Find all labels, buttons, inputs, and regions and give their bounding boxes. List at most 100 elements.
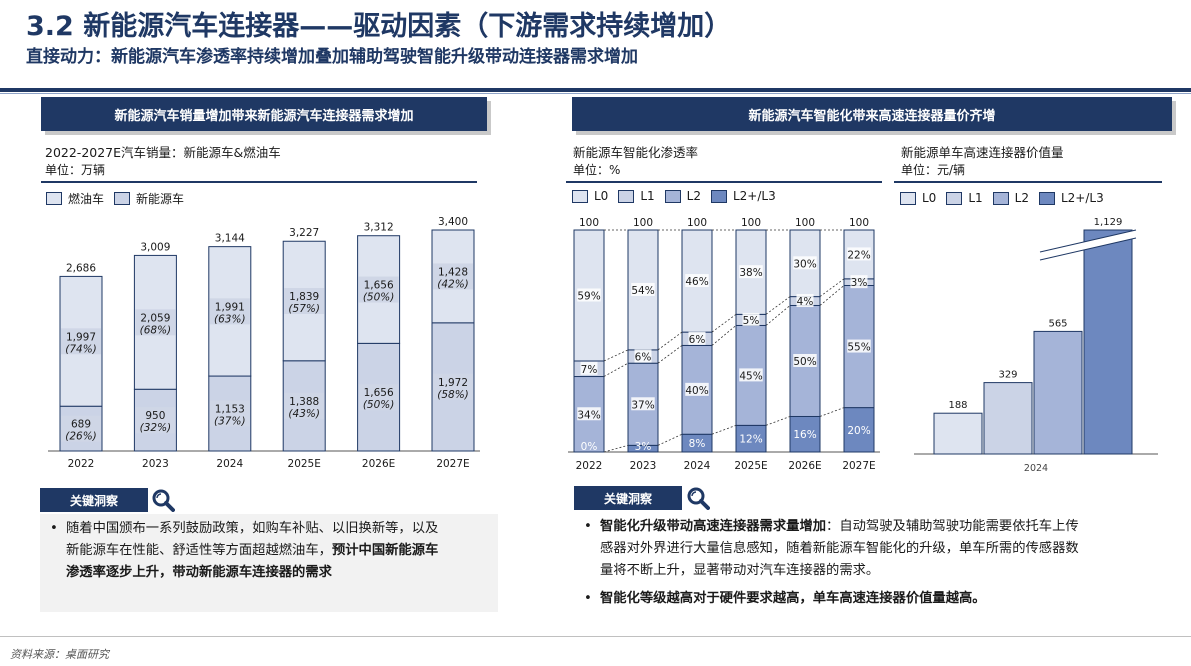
data-label: 1,656 xyxy=(364,280,394,292)
insight-box-right: 智能化升级带动高速连接器需求量增加：自动驾驶及辅助驾驶功能需要依托车上传 感器对… xyxy=(574,512,1174,620)
data-label: 59% xyxy=(577,290,600,302)
value-chart-title: 新能源单车高速连接器价值量 xyxy=(901,145,1064,160)
data-label: 6% xyxy=(635,352,652,364)
label-bg xyxy=(793,353,817,367)
data-label: 6% xyxy=(689,334,706,346)
data-label: 1,656 xyxy=(364,387,394,399)
insight-bullet: 智能化升级带动高速连接器需求量增加：自动驾驶及辅助驾驶功能需要依托车上传 感器对… xyxy=(584,516,1164,582)
magnifier-icon xyxy=(152,489,175,512)
data-label: 3% xyxy=(851,277,868,289)
label-bg xyxy=(61,415,101,442)
pct-label: (43%) xyxy=(288,408,320,420)
connector-line xyxy=(657,331,683,351)
connector-line xyxy=(711,424,737,435)
legend-label: L0 xyxy=(922,191,937,205)
pct-label: (42%) xyxy=(437,278,469,290)
page-title: 3.2 新能源汽车连接器——驱动因素（下游需求持续增加） xyxy=(26,11,732,42)
pct-label: (26%) xyxy=(65,431,97,443)
data-label: 5% xyxy=(743,315,760,327)
insight-emphasis: 智能化等级越高对于硬件要求越高，单车高速连接器价值量越高。 xyxy=(600,591,986,606)
data-label: 54% xyxy=(631,285,654,297)
total-label: 3,144 xyxy=(215,233,245,245)
pct-label: (50%) xyxy=(363,292,395,304)
connector-line xyxy=(657,433,683,446)
title-rule xyxy=(0,88,1191,92)
value-chart-unit: 单位：元/辆 xyxy=(901,163,966,177)
total-label: 100 xyxy=(687,217,707,229)
insight-text: 新能源车在性能、舒适性等方面超越燃油车， xyxy=(66,543,332,558)
label-bg xyxy=(634,349,652,363)
insight-box-left: 随着中国颁布一系列鼓励政策，如购车补贴、以旧换新等，以及 新能源车在性能、舒适性… xyxy=(40,514,498,612)
data-label: 46% xyxy=(685,276,708,288)
left-chart-title: 2022-2027E汽车销量：新能源车&燃油车 xyxy=(45,145,281,160)
value-chart-rule xyxy=(894,181,1162,183)
x-tick-label: 2025E xyxy=(288,458,321,470)
label-bg xyxy=(685,382,709,396)
label-bg xyxy=(284,392,325,419)
total-label: 3,227 xyxy=(289,227,319,239)
connector-line xyxy=(711,314,737,333)
axis-break xyxy=(1040,230,1136,260)
legend-label: L1 xyxy=(640,189,655,203)
legend-item-l1: L1 xyxy=(618,189,655,203)
sales-chart: 2,686 689(26%) 1,997(74%) 2022 3,009 950(32%)… xyxy=(48,216,480,470)
legend-label: L2+/L3 xyxy=(732,189,776,203)
insight-tag-right: 关键洞察 xyxy=(574,486,682,510)
source-note: 资料来源：桌面研究 xyxy=(10,648,109,661)
label-bg xyxy=(358,276,399,303)
x-tick-label: 2027E xyxy=(842,460,875,472)
label-bg xyxy=(796,294,814,308)
data-label: 1,972 xyxy=(438,377,468,389)
total-label: 100 xyxy=(795,217,815,229)
penetration-chart-rule xyxy=(566,181,882,183)
label-bg xyxy=(685,274,709,288)
page-subtitle: 直接动力：新能源汽车渗透率持续增加叠加辅助驾驶智能升级带动连接器需求增加 xyxy=(26,47,638,67)
total-label: 100 xyxy=(633,217,653,229)
label-bg xyxy=(739,265,763,279)
legend-swatch xyxy=(618,189,635,203)
data-label: 1,388 xyxy=(289,396,319,408)
data-label: 40% xyxy=(685,385,708,397)
pct-label: (74%) xyxy=(65,343,97,355)
legend-label: 燃油车 xyxy=(68,192,105,206)
pct-label: (57%) xyxy=(288,303,320,315)
connector-line xyxy=(657,345,683,364)
data-label: 12% xyxy=(739,434,762,446)
title-rule-thin xyxy=(0,93,1191,94)
data-label: 1,153 xyxy=(215,404,245,416)
total-label: 3,400 xyxy=(438,216,468,228)
pct-label: (68%) xyxy=(140,324,172,336)
legend-item-l1: L1 xyxy=(946,191,983,205)
data-label: 1,991 xyxy=(215,301,245,313)
label-bg xyxy=(580,361,598,375)
data-label: 34% xyxy=(577,409,600,421)
legend-swatch xyxy=(900,191,916,205)
left-banner: 新能源汽车销量增加带来新能源汽车连接器需求增加 xyxy=(41,97,487,131)
label-bg xyxy=(847,247,871,261)
data-label: 50% xyxy=(793,356,816,368)
data-label: 0% xyxy=(581,441,598,453)
data-label: 22% xyxy=(847,249,870,261)
legend-label: 新能源车 xyxy=(136,192,185,206)
legend-swatch xyxy=(710,189,727,203)
x-tick-label: 2022 xyxy=(576,460,603,472)
x-tick-label: 2025E xyxy=(734,460,767,472)
insight-text: 感器对外界进行大量信息感知，随着新能源车智能化的升级，单车所需的传感器数 xyxy=(600,541,1079,556)
value-bar xyxy=(983,382,1033,455)
data-label: 45% xyxy=(739,370,762,382)
x-tick-label: 2026E xyxy=(788,460,821,472)
legend-item-l2plus: L2+/L3 xyxy=(710,189,776,203)
left-chart-unit: 单位：万辆 xyxy=(45,163,106,177)
x-tick-label: 2027E xyxy=(436,458,469,470)
x-tick-label: 2023 xyxy=(142,458,169,470)
data-label: 38% xyxy=(739,267,762,279)
insight-tag-left: 关键洞察 xyxy=(40,488,148,512)
data-label: 3% xyxy=(635,441,652,453)
magnifier-icon xyxy=(687,487,710,510)
label-bg xyxy=(631,282,655,296)
legend-item-l0: L0 xyxy=(900,191,936,205)
left-chart-rule xyxy=(41,181,477,183)
label-bg xyxy=(742,312,760,326)
data-label: 16% xyxy=(793,429,816,441)
data-label: 30% xyxy=(793,258,816,270)
